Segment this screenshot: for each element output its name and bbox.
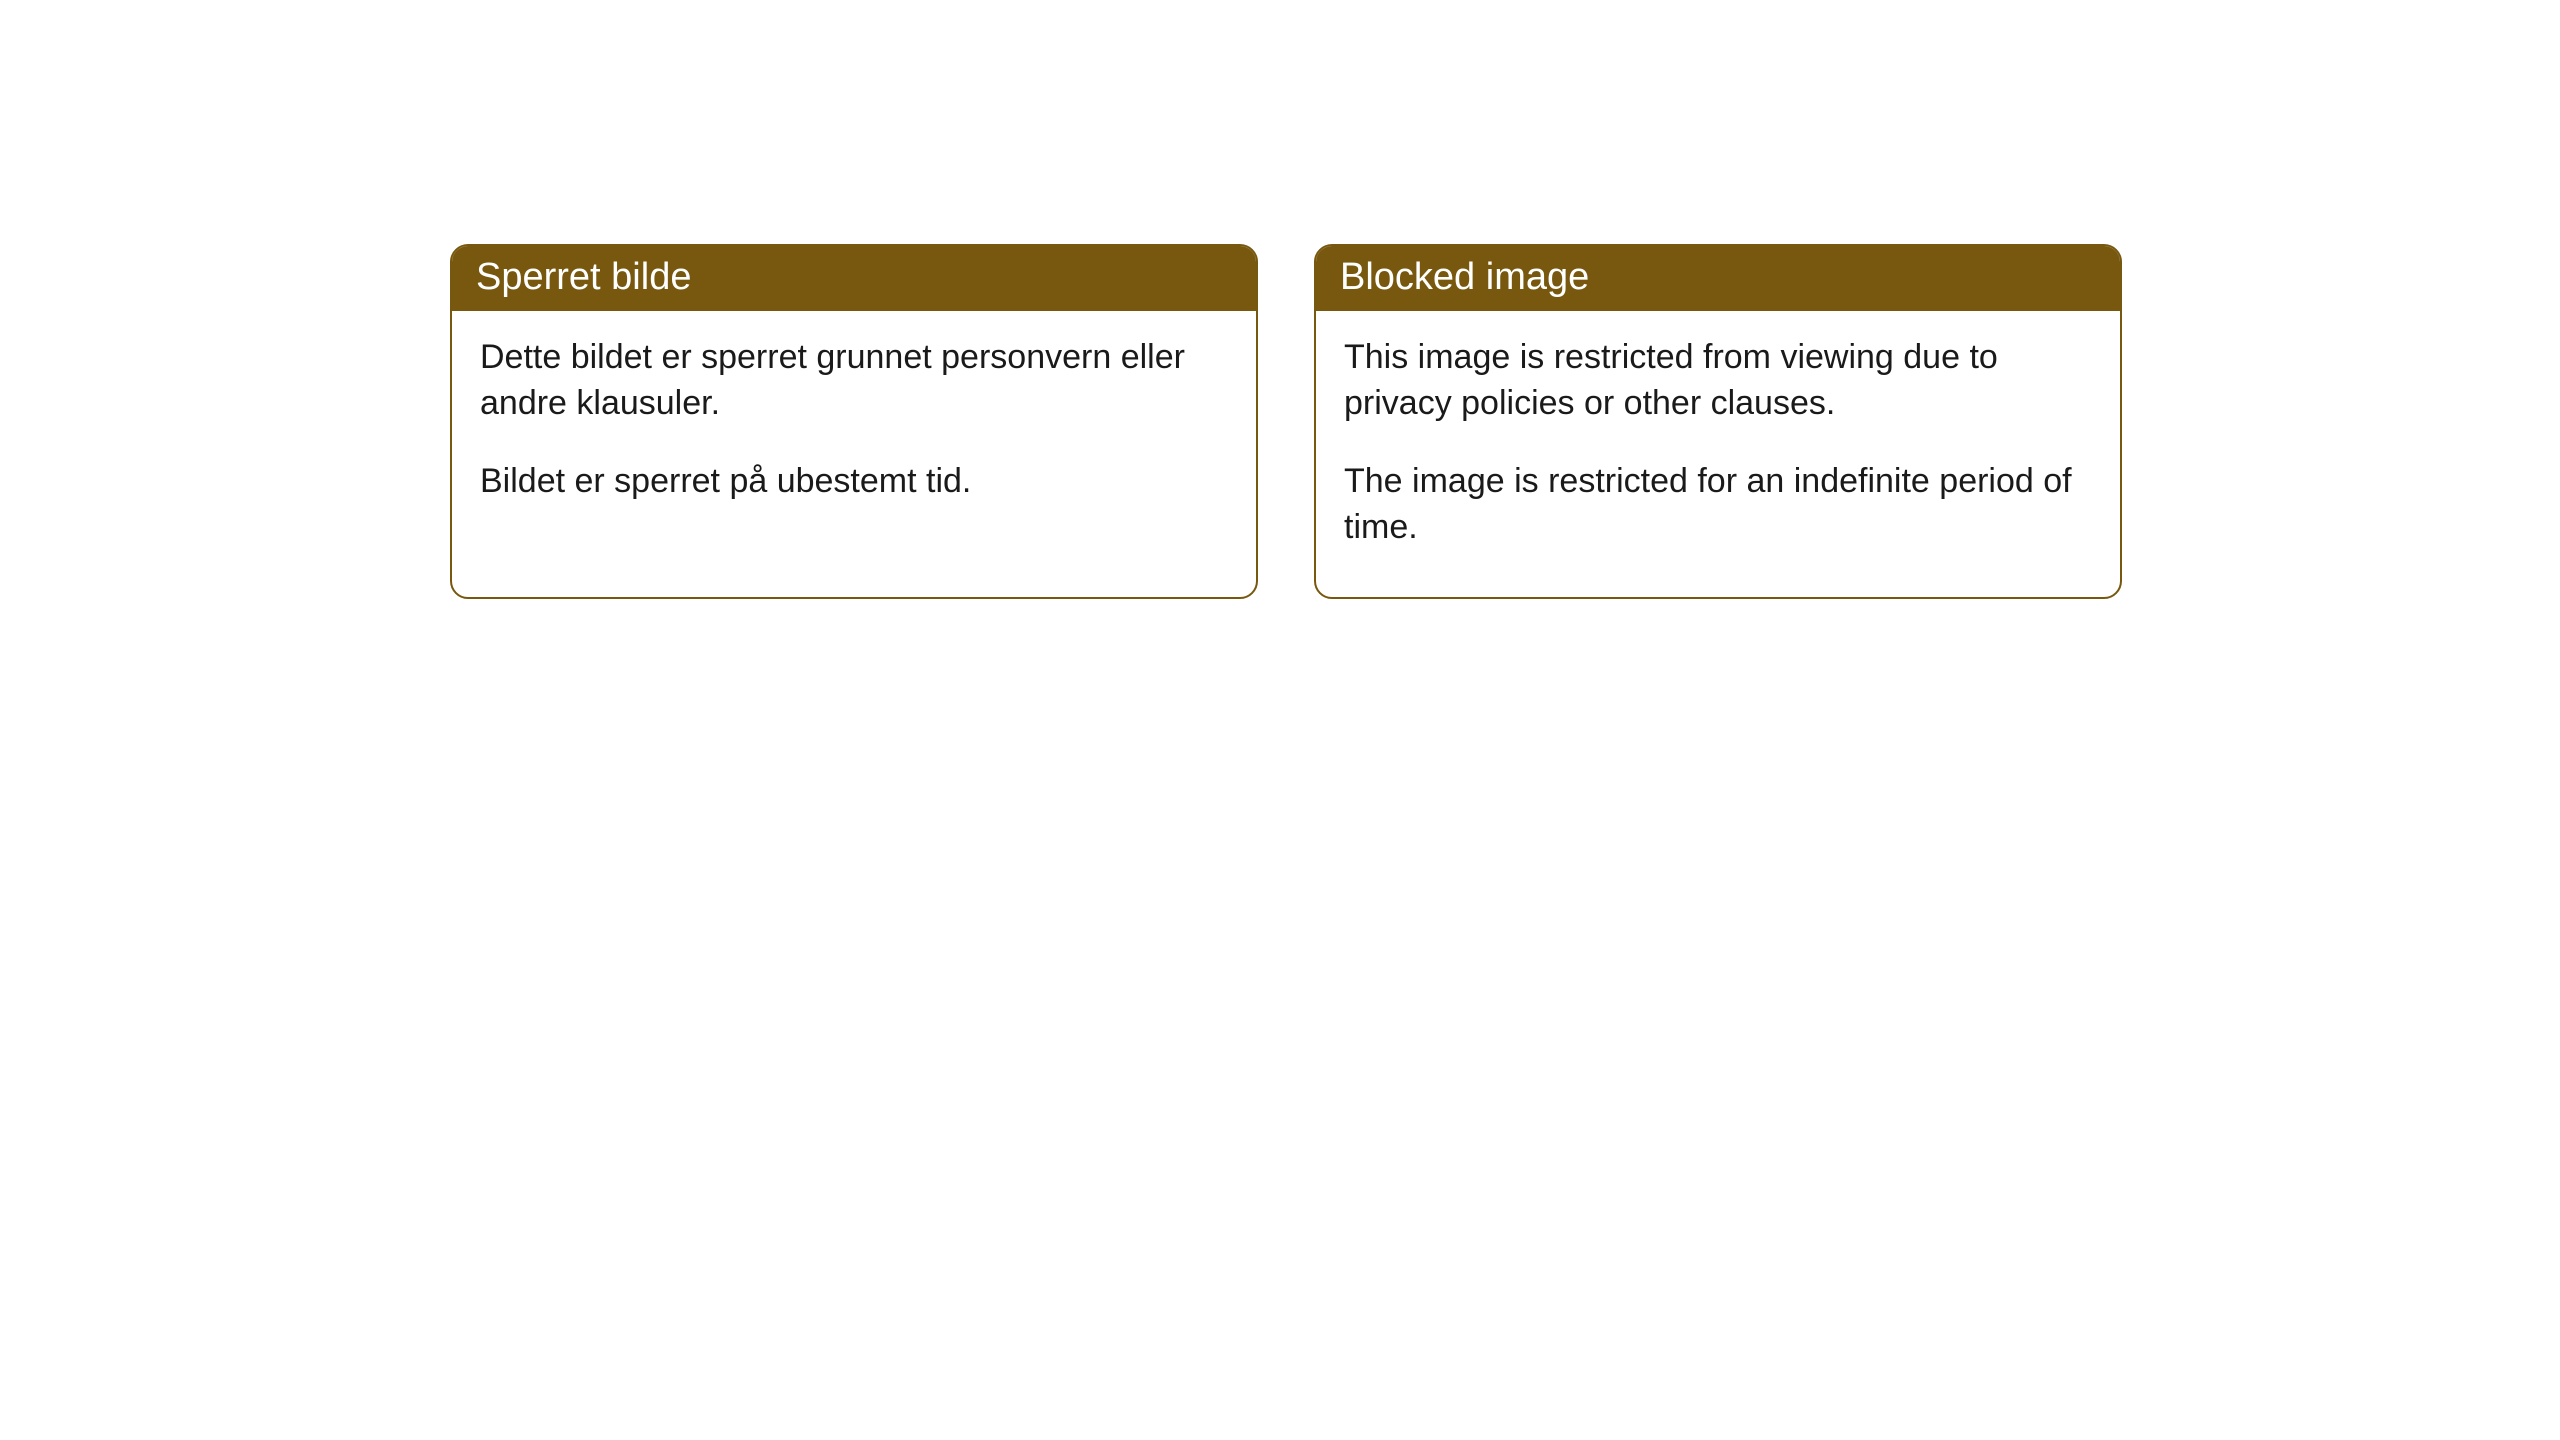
- notice-paragraph: Bildet er sperret på ubestemt tid.: [480, 459, 1228, 505]
- notice-paragraph: The image is restricted for an indefinit…: [1344, 459, 2092, 551]
- notice-container: Sperret bilde Dette bildet er sperret gr…: [0, 0, 2560, 599]
- notice-title-norwegian: Sperret bilde: [452, 246, 1256, 311]
- notice-paragraph: This image is restricted from viewing du…: [1344, 335, 2092, 427]
- notice-body-english: This image is restricted from viewing du…: [1316, 311, 2120, 597]
- notice-card-english: Blocked image This image is restricted f…: [1314, 244, 2122, 599]
- notice-card-norwegian: Sperret bilde Dette bildet er sperret gr…: [450, 244, 1258, 599]
- notice-paragraph: Dette bildet er sperret grunnet personve…: [480, 335, 1228, 427]
- notice-body-norwegian: Dette bildet er sperret grunnet personve…: [452, 311, 1256, 551]
- notice-title-english: Blocked image: [1316, 246, 2120, 311]
